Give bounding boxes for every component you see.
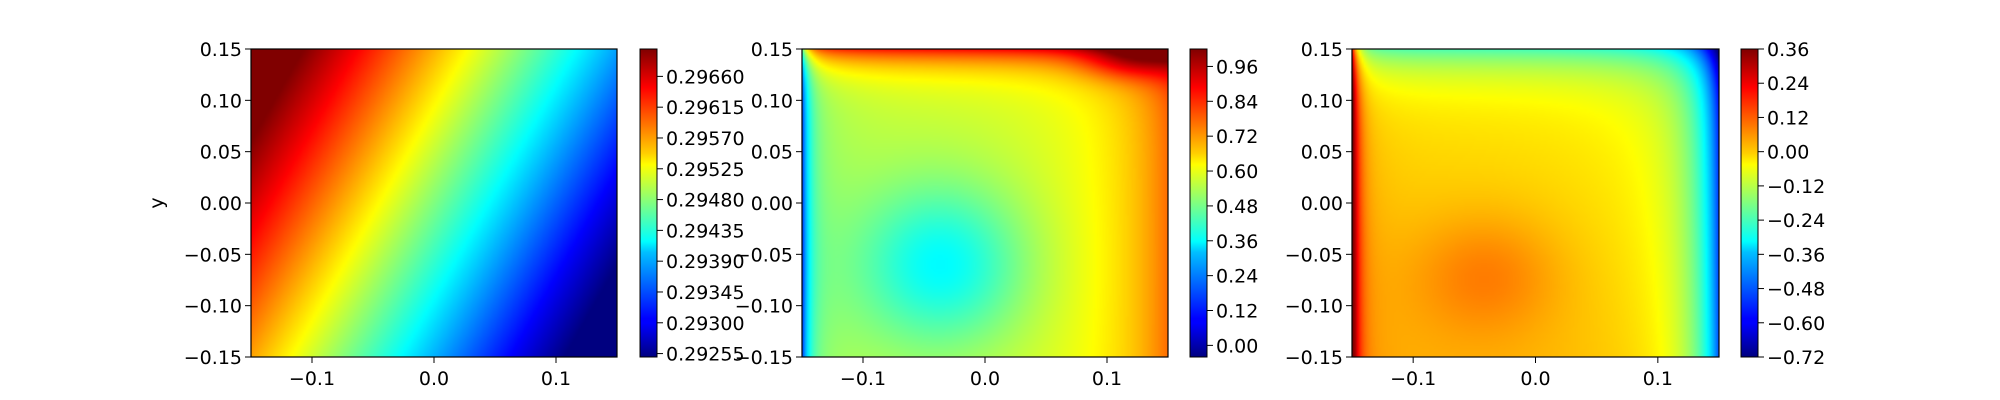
- colorbar-tick-label: 0.12: [1767, 107, 1809, 129]
- x-tick-label: −0.1: [1390, 368, 1436, 390]
- panel-1-colorbar-ticks: 0.29255 0.29300 0.29345 0.29390 0.29435 0.294…: [657, 66, 745, 366]
- colorbar-tick-label: 0.12: [1216, 301, 1258, 323]
- x-tick-label: 0.1: [1643, 368, 1673, 390]
- panel-3: −0.1 0.0 0.1 −0.15 −0.10 −0.05 0.00 0.05 0.10 0.…: [1285, 39, 1825, 400]
- panel-1-y-ticks: −0.15 −0.10 −0.05 0.00 0.05 0.10 0.15: [184, 39, 251, 369]
- colorbar-tick-label: −0.36: [1767, 244, 1825, 266]
- y-tick-label: 0.00: [751, 193, 793, 215]
- colorbar-tick-label: −0.12: [1767, 176, 1825, 198]
- panel-2-y-ticks: −0.15 −0.10 −0.05 0.00 0.05 0.10 0.15: [735, 39, 802, 369]
- y-tick-label: 0.05: [1301, 142, 1343, 164]
- colorbar-tick-label: 0.29660: [666, 66, 745, 88]
- colorbar-tick-label: 0.29255: [666, 344, 745, 366]
- panel-2-xlabel: x: [979, 395, 990, 400]
- y-tick-label: −0.15: [735, 347, 793, 369]
- colorbar-tick-label: 0.29345: [666, 282, 745, 304]
- panel-3-colorbar-ticks: −0.72 −0.60 −0.48 −0.36 −0.24 −0.12 0.00 0.12 0.…: [1758, 39, 1825, 369]
- y-tick-label: −0.10: [184, 296, 242, 318]
- panel-1-colorbar: [639, 48, 658, 358]
- colorbar-tick-label: 0.29480: [666, 190, 745, 212]
- y-tick-label: 0.05: [200, 142, 242, 164]
- x-tick-label: 0.0: [970, 368, 1000, 390]
- colorbar-tick-label: −0.24: [1767, 210, 1825, 232]
- colorbar-tick-label: 0.29525: [666, 159, 745, 181]
- colorbar-tick-label: 0.72: [1216, 126, 1258, 148]
- panel-3-y-ticks: −0.15 −0.10 −0.05 0.00 0.05 0.10 0.15: [1285, 39, 1352, 369]
- colorbar-tick-label: 0.00: [1216, 335, 1258, 357]
- colorbar-tick-label: 0.96: [1216, 56, 1258, 78]
- panel-3-colorbar: [1740, 48, 1759, 358]
- colorbar-tick-label: −0.72: [1767, 347, 1825, 369]
- x-tick-label: 0.1: [1092, 368, 1122, 390]
- x-tick-label: 0.0: [419, 368, 449, 390]
- panel-3-xlabel: x: [1529, 395, 1540, 400]
- colorbar-tick-label: 0.24: [1767, 73, 1809, 95]
- y-tick-label: −0.05: [1285, 244, 1343, 266]
- y-tick-label: −0.15: [1285, 347, 1343, 369]
- colorbar-tick-label: 0.24: [1216, 266, 1258, 288]
- y-tick-label: −0.10: [735, 296, 793, 318]
- y-tick-label: 0.10: [200, 90, 242, 112]
- y-tick-label: −0.05: [735, 244, 793, 266]
- colorbar-tick-label: −0.48: [1767, 279, 1825, 301]
- panel-1: −0.1 0.0 0.1 −0.15 −0.10 −0.05 0.00 0.05 0.10 0.…: [146, 39, 745, 400]
- colorbar-tick-label: −0.60: [1767, 313, 1825, 335]
- y-tick-label: 0.15: [1301, 39, 1343, 61]
- panel-2-colorbar: [1189, 48, 1208, 358]
- colorbar-tick-label: 0.84: [1216, 91, 1258, 113]
- x-tick-label: −0.1: [289, 368, 335, 390]
- colorbar-tick-label: 0.29300: [666, 313, 745, 335]
- panel-1-heatmap: [251, 49, 617, 357]
- panel-2-colorbar-ticks: 0.00 0.12 0.24 0.36 0.48 0.60 0.72 0.84 0.96: [1207, 56, 1258, 357]
- colorbar-tick-label: 0.29390: [666, 251, 745, 273]
- x-tick-label: 0.0: [1520, 368, 1550, 390]
- y-tick-label: 0.10: [1301, 90, 1343, 112]
- colorbar-tick-label: 0.48: [1216, 196, 1258, 218]
- colorbar-tick-label: 0.29435: [666, 220, 745, 242]
- panel-3-heatmap-image: [1352, 49, 1719, 357]
- x-tick-label: 0.1: [541, 368, 571, 390]
- colorbar-tick-label: 0.00: [1767, 142, 1809, 164]
- panel-2: −0.1 0.0 0.1 −0.15 −0.10 −0.05 0.00 0.05 0.10 0.…: [735, 39, 1259, 400]
- x-tick-label: −0.1: [840, 368, 886, 390]
- colorbar-tick-label: 0.60: [1216, 161, 1258, 183]
- y-tick-label: −0.10: [1285, 296, 1343, 318]
- panel-1-ylabel: y: [146, 197, 168, 208]
- y-tick-label: 0.00: [200, 193, 242, 215]
- y-tick-label: 0.15: [200, 39, 242, 61]
- y-tick-label: 0.00: [1301, 193, 1343, 215]
- panel-1-xlabel: x: [428, 395, 439, 400]
- panel-3-x-ticks: −0.1 0.0 0.1: [1390, 357, 1673, 390]
- y-tick-label: 0.05: [751, 142, 793, 164]
- y-tick-label: 0.15: [751, 39, 793, 61]
- colorbar-tick-label: 0.29615: [666, 97, 745, 119]
- panel-2-x-ticks: −0.1 0.0 0.1: [840, 357, 1122, 390]
- y-tick-label: −0.15: [184, 347, 242, 369]
- panel-1-x-ticks: −0.1 0.0 0.1: [289, 357, 571, 390]
- colorbar-tick-label: 0.29570: [666, 128, 745, 150]
- panel-1-heatmap-image: [251, 49, 617, 357]
- y-tick-label: 0.10: [751, 90, 793, 112]
- colorbar-tick-label: 0.36: [1767, 39, 1809, 61]
- y-tick-label: −0.05: [184, 244, 242, 266]
- panel-2-heatmap-image: [802, 49, 1168, 357]
- panel-3-heatmap: [1352, 49, 1719, 357]
- panel-2-heatmap: [802, 49, 1168, 357]
- colorbar-tick-label: 0.36: [1216, 231, 1258, 253]
